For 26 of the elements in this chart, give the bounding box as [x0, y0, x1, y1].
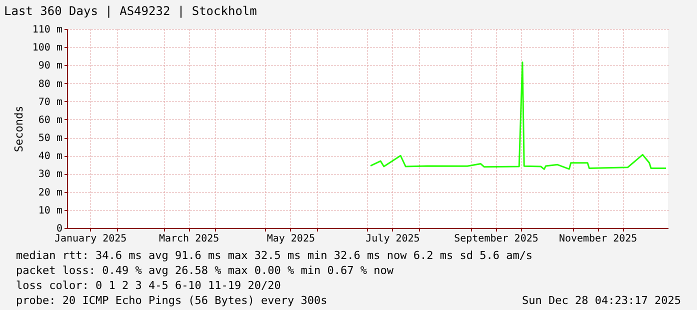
chart-title: Last 360 Days | AS49232 | Stockholm	[4, 4, 257, 18]
x-tick-label: November 2025	[558, 234, 638, 244]
y-tick-label: 10 m	[38, 205, 62, 216]
line-series	[370, 62, 667, 170]
y-tick-label: 100 m	[32, 42, 62, 54]
y-tick-label: 110 m	[32, 24, 62, 36]
y-tick-label: 70 m	[38, 96, 62, 108]
text: loss color: 0 1 2 3 4-5 6-10 11-19 20/20	[16, 279, 281, 292]
x-tick-label: March 2025	[158, 234, 220, 244]
text: probe: 20 ICMP Echo Pings (56 Bytes) every 300s	[16, 294, 328, 307]
y-tick-label: 0	[56, 224, 62, 234]
y-tick-label: 90 m	[38, 60, 62, 72]
y-tick-label: 50 m	[38, 133, 62, 144]
y-tick-label: 60 m	[38, 114, 62, 126]
text: Sun Dec 28 04:23:17 2025	[522, 294, 681, 307]
text: packet loss: 0.49 % avg 26.58 % max 0.00 % min 0.67 % now	[16, 264, 394, 277]
y-tick-label: 40 m	[38, 151, 62, 162]
y-tick-label: 20 m	[38, 187, 62, 198]
x-tick-label: May 2025	[266, 234, 315, 244]
text: median rtt: 34.6 ms avg 91.6 ms max 32.5 ms min 32.6 ms now 6.2 ms sd 5.6 am/s	[16, 249, 533, 262]
x-tick-label: September 2025	[454, 234, 538, 244]
y-tick-label: 80 m	[38, 78, 62, 90]
x-tick-label: July 2025	[366, 234, 420, 244]
x-tick-label: January 2025	[54, 234, 127, 244]
y-tick-label: 30 m	[38, 169, 62, 180]
y-axis-title: Seconds	[12, 106, 26, 152]
